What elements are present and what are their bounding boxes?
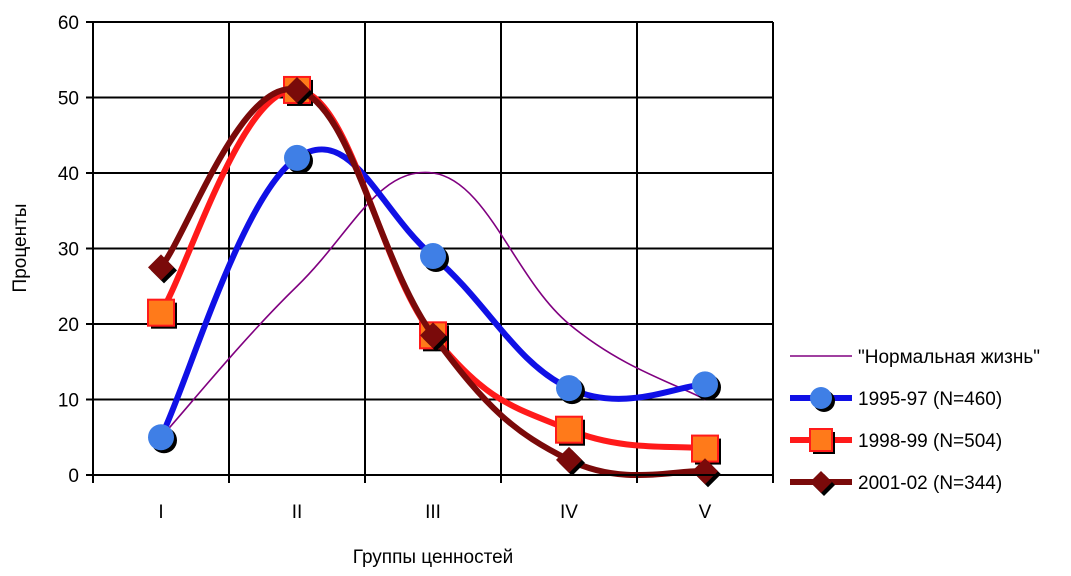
series-layer (147, 75, 721, 488)
series-0 (160, 171, 706, 439)
x-tick-label: II (292, 502, 303, 523)
data-point-marker (148, 424, 174, 451)
legend-label: 1995-97 (N=460) (858, 389, 1002, 410)
y-tick-label: 10 (58, 391, 79, 412)
legend-item: 1995-97 (N=460) (790, 387, 1002, 412)
series-line (158, 146, 708, 441)
y-tick-label: 50 (58, 89, 79, 110)
legend-label: "Нормальная жизнь" (858, 347, 1040, 368)
legend-label: 2001-02 (N=344) (858, 473, 1002, 494)
series-line (158, 86, 708, 479)
series-1 (148, 144, 721, 454)
legend-marker (810, 387, 832, 409)
y-tick-label: 30 (58, 240, 79, 261)
x-tick-label: I (158, 502, 163, 523)
data-point-marker (147, 298, 175, 327)
series-line (160, 171, 706, 439)
y-tick-label: 40 (58, 164, 79, 185)
legend: "Нормальная жизнь" 1995-97 (N=460) 1998-99… (790, 347, 1040, 496)
legend-item: "Нормальная жизнь" (790, 347, 1040, 368)
legend-item: 1998-99 (N=504) (790, 428, 1002, 454)
data-point-marker (692, 458, 718, 485)
series-3 (148, 76, 721, 488)
legend-item: 2001-02 (N=344) (790, 471, 1002, 496)
data-point-marker (691, 434, 719, 463)
data-point-marker (556, 446, 582, 473)
x-tick-label: V (699, 502, 712, 523)
y-tick-label: 0 (68, 466, 79, 487)
data-point-marker (556, 375, 582, 402)
legend-label: 1998-99 (N=504) (858, 431, 1002, 452)
legend-marker (809, 428, 833, 452)
data-point-marker (420, 322, 446, 349)
legend-marker (810, 471, 832, 493)
y-tick-label: 20 (58, 315, 79, 336)
x-tick-label: IV (560, 502, 578, 523)
data-point-marker (284, 144, 310, 171)
y-tick-label: 60 (58, 13, 79, 34)
data-point-marker (692, 371, 718, 398)
data-point-marker (555, 415, 583, 444)
x-tick-label: III (425, 502, 441, 523)
x-axis-title: Группы ценностей (353, 547, 514, 568)
data-point-marker (284, 76, 310, 103)
y-axis-title: Проценты (10, 204, 31, 293)
data-point-marker (420, 243, 446, 270)
data-point-marker (148, 254, 174, 281)
